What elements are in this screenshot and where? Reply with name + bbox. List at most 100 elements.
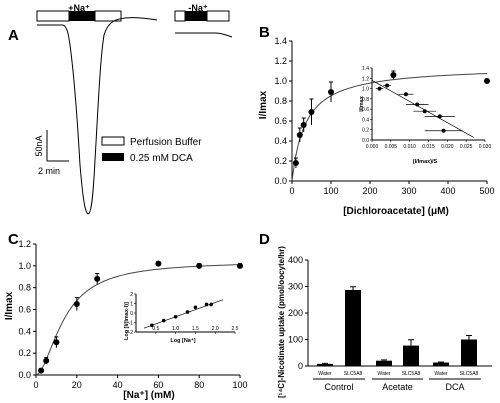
chart-c-ytick-label: 0.4: [18, 326, 31, 336]
chart-c-inset-ytick-label: 0: [130, 311, 133, 317]
chart-b-inset-ylabel: I/Imax: [359, 95, 365, 112]
chart-c-inset-xtick-label: 1.5: [192, 326, 199, 332]
chart-c-ytick-label: 0.8: [18, 283, 31, 293]
dca-bar-minus-na: [185, 11, 207, 21]
chart-d-category-label: Water: [434, 371, 447, 377]
chart-b-inset-point: [441, 128, 446, 133]
chart-b-inset-point: [415, 102, 420, 107]
chart-b-inset-point: [403, 92, 408, 97]
chart-b-inset-ytick-label: 0.0: [362, 138, 369, 144]
chart-c-ylabel: I/Imax: [4, 291, 15, 320]
chart-c-point: [237, 262, 243, 269]
chart-b-ytick-label: 0.0: [274, 176, 287, 186]
chart-c-inset-point: [173, 315, 178, 319]
chart-d-ytick-label: 200: [288, 308, 303, 318]
chart-b-inset-ytick-label: 0.8: [362, 97, 369, 103]
panel-label-c: C: [8, 231, 19, 248]
chart-c-point: [38, 367, 45, 374]
chart-b-xtick-label: 100: [323, 186, 338, 196]
chart-c-fit-curve: [35, 264, 240, 376]
chart-c-inset-xtick-label: 0.5: [152, 326, 159, 332]
chart-c-xtick-label: 60: [153, 380, 163, 390]
chart-b-point: [292, 160, 299, 166]
chart-d-bar: [376, 360, 392, 366]
chart-b-inset-frame: [363, 66, 488, 144]
legend-label-dca: 0.25 mM DCA: [130, 153, 193, 164]
plus-na-label: +Na⁺: [68, 3, 90, 13]
chart-b-inset-point: [437, 114, 442, 119]
chart-d-bar: [345, 289, 361, 366]
chart-b-point: [308, 109, 315, 115]
chart-c-ytick-label: 0.6: [18, 305, 31, 315]
chart-c-xtick-label: 80: [194, 380, 204, 390]
chart-c-inset-ytick-label: 2: [130, 292, 133, 298]
chart-b-xtick-label: 200: [362, 186, 377, 196]
chart-b-point: [484, 78, 490, 84]
chart-b-point: [300, 122, 307, 128]
chart-d-category-label: Water: [318, 371, 331, 377]
chart-c-point: [94, 275, 101, 282]
chart-b-xlabel: [Dichloroacetate] (μM): [343, 206, 449, 217]
chart-c-inset-point: [161, 318, 166, 323]
chart-c-inset-ylabel: Log [I/(Imax-I)]: [124, 302, 130, 340]
chart-c-ytick-label: 0.2: [18, 348, 31, 358]
chart-b-point: [328, 89, 334, 95]
chart-b-xtick-label: 400: [440, 186, 455, 196]
chart-c-point: [73, 301, 80, 308]
scale-time-label: 2 min: [38, 166, 60, 176]
chart-b-ytick-label: 1.4: [274, 36, 287, 46]
chart-c-inset-point: [193, 305, 198, 310]
perfusion-bar-minus-right: [206, 10, 230, 22]
chart-d-category-label: SLC5A8: [402, 371, 421, 377]
chart-c-point: [155, 260, 162, 267]
chart-d-bar: [403, 345, 419, 366]
chart-c-inset-ytick-label: 1: [130, 302, 133, 308]
chart-c-inset-point: [209, 302, 214, 307]
perfusion-bar-left: [36, 10, 70, 22]
scale-current-label: 50nA: [34, 135, 44, 156]
chart-c-xtick-label: 20: [72, 380, 82, 390]
chart-d-bar: [317, 363, 333, 366]
chart-d-ytick-label: 400: [288, 255, 303, 265]
chart-c-inset-ytick-label: -1: [129, 321, 134, 327]
chart-b-inset-xtick-label: 0.030: [479, 144, 492, 150]
chart-c-point: [53, 339, 60, 346]
chart-c-inset-xtick-label: 1.0: [172, 326, 179, 332]
chart-d: [¹⁴C]-Nicotinate uptake (pmol/oocyte/hr)…: [277, 246, 492, 398]
panel-a: +Na⁺ -Na⁺ 50nA 2 min Perfusion Buffer 0.…: [34, 3, 233, 215]
chart-c-xlabel: [Na⁺] (mM): [123, 390, 174, 401]
chart-b-point: [296, 132, 303, 138]
chart-c-point: [196, 262, 203, 269]
chart-b-fit-curve: [291, 73, 488, 182]
chart-c-inset-ytick-label: -2: [129, 330, 134, 336]
chart-c-inset-xtick-label: 2.0: [212, 326, 219, 332]
legend-swatch-perfusion: [101, 136, 125, 146]
chart-d-category-label: Water: [377, 371, 390, 377]
chart-b-inset-xlabel: (I/Imax)/S: [413, 159, 438, 165]
chart-b-inset-point: [422, 109, 427, 114]
chart-b-inset-ytick-label: 0.2: [362, 128, 369, 134]
current-trace-minus-na: [175, 32, 233, 38]
chart-b-xtick-label: 500: [479, 186, 494, 196]
chart-c-inset-xtick-label: 2.5: [232, 326, 239, 332]
legend-label-perfusion: Perfusion Buffer: [130, 137, 202, 148]
panel-label-a: A: [8, 27, 19, 44]
dca-bar-plus-na: [69, 11, 95, 21]
chart-b-inset-xtick-label: 0.005: [385, 144, 398, 150]
chart-d-bar: [433, 362, 449, 366]
panel-label-d: D: [259, 231, 270, 248]
chart-b-inset-ytick-label: 1.4: [362, 66, 369, 72]
minus-na-label: -Na⁺: [188, 3, 208, 13]
chart-d-ylabel: [¹⁴C]-Nicotinate uptake (pmol/oocyte/hr): [277, 246, 286, 398]
chart-d-category-label: SLC5A8: [344, 371, 363, 377]
chart-d-bar: [461, 339, 477, 366]
chart-b-xtick-label: 0: [289, 186, 294, 196]
chart-b-inset-point: [385, 83, 390, 88]
chart-c-xtick-label: 40: [113, 380, 123, 390]
chart-b-ytick-label: 0.8: [274, 96, 287, 106]
chart-d-ytick-label: 300: [288, 282, 303, 292]
chart-b-inset-point: [377, 86, 382, 91]
chart-d-ytick-label: 0: [298, 361, 303, 371]
chart-b-point: [390, 72, 397, 78]
chart-c: I/Imax [Na⁺] (mM) Log [I/(Imax-I)] Log […: [4, 239, 248, 401]
